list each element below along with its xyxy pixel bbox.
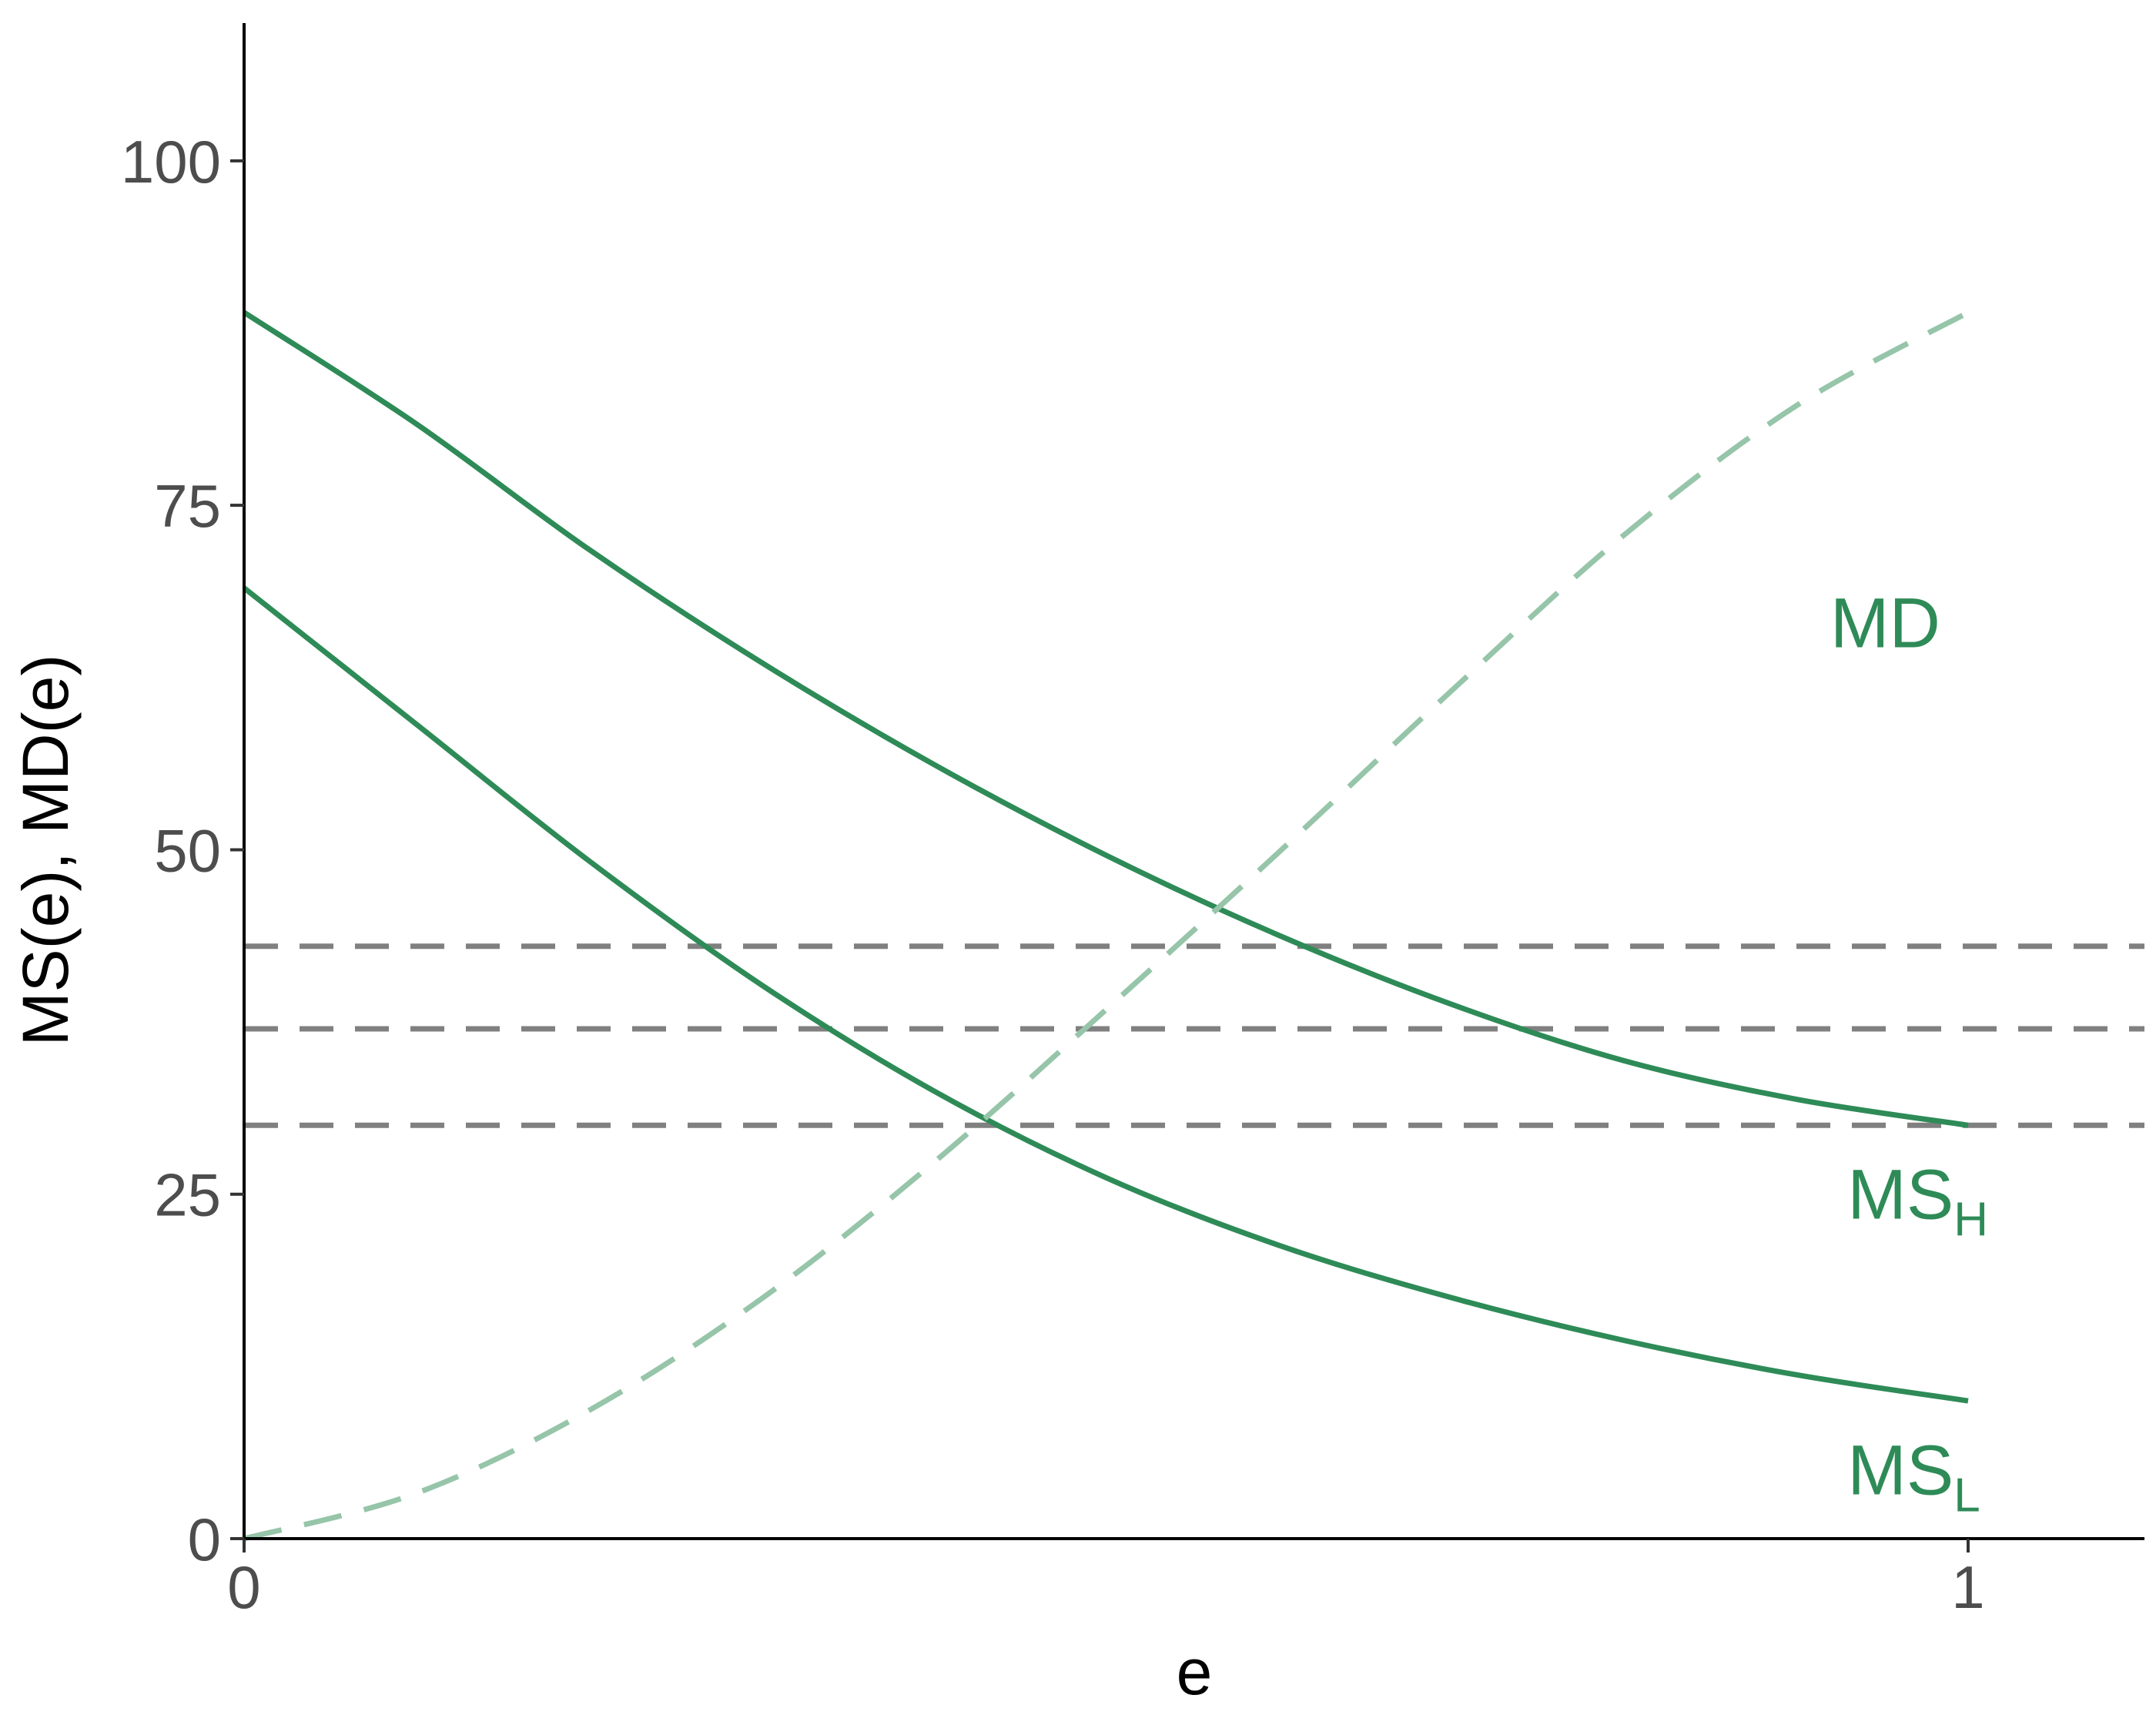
axis-ticks: 0 25 50 75 100 0 1	[121, 128, 1985, 1621]
curve-label-msl: MSL	[1847, 1432, 1980, 1522]
series-lines	[242, 310, 1970, 1542]
curve-label-msh: MSH	[1847, 1156, 1988, 1247]
y-tick-label: 50	[154, 816, 221, 884]
series-line-md	[243, 310, 1970, 1542]
x-axis-title: e	[1177, 1636, 1213, 1708]
series-line-msl	[242, 585, 1969, 1404]
y-axis-title: MS(e), MD(e)	[9, 655, 82, 1047]
axes	[243, 23, 2144, 1540]
x-tick-label: 0	[227, 1553, 260, 1621]
curve-labels: MSH MSL MD	[1830, 584, 1988, 1522]
y-tick-label: 75	[154, 472, 221, 540]
y-tick-label: 25	[154, 1161, 221, 1229]
x-tick-label: 1	[1951, 1553, 1984, 1621]
y-tick-label: 0	[188, 1506, 221, 1573]
reference-lines	[244, 943, 2144, 1128]
curve-label-md: MD	[1830, 584, 1940, 662]
y-tick-label: 100	[121, 128, 221, 196]
series-line-msh	[243, 310, 1969, 1128]
